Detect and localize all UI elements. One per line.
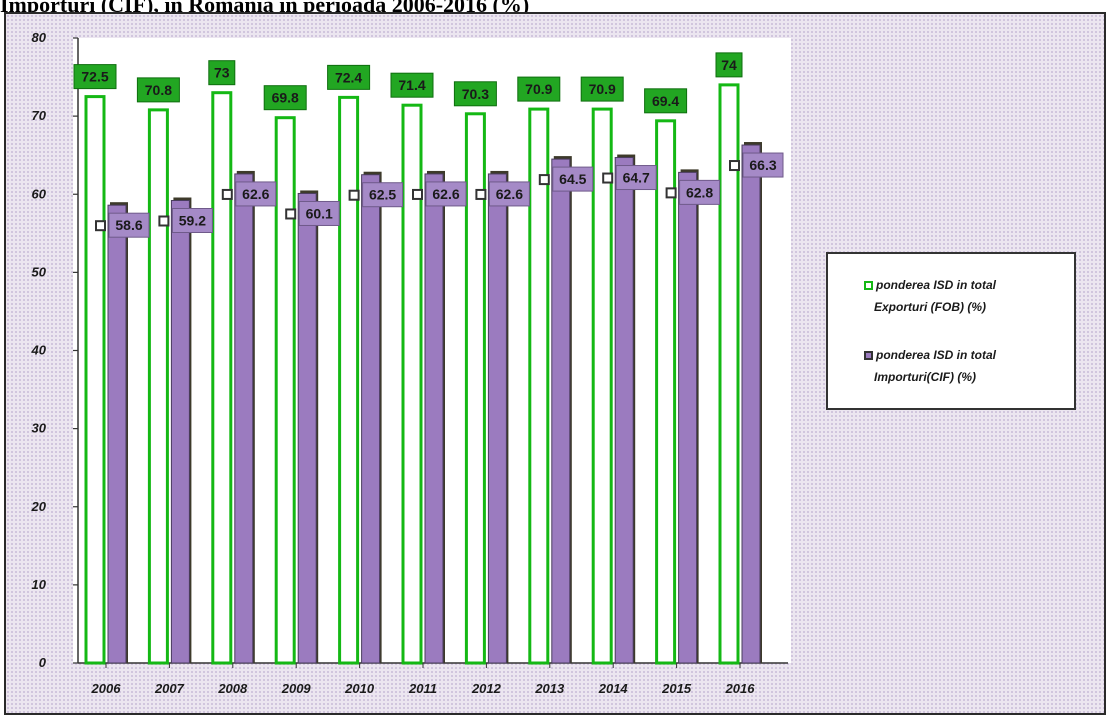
legend-label-exports-line1: ponderea ISD in total bbox=[876, 278, 996, 292]
exports-bar bbox=[276, 118, 294, 663]
imports-marker bbox=[223, 190, 232, 199]
y-tick-label: 60 bbox=[32, 186, 47, 201]
imports-data-label: 62.8 bbox=[686, 184, 713, 200]
exports-data-label: 70.9 bbox=[589, 81, 616, 97]
imports-bar bbox=[171, 201, 189, 664]
y-tick-label: 50 bbox=[32, 264, 47, 279]
y-tick-label: 10 bbox=[32, 577, 47, 592]
exports-bar bbox=[720, 85, 738, 663]
exports-bar bbox=[593, 109, 611, 663]
imports-bar bbox=[235, 174, 253, 663]
x-tick-label: 2016 bbox=[725, 681, 756, 696]
imports-bar bbox=[298, 193, 316, 663]
imports-bar bbox=[742, 145, 760, 663]
exports-data-label: 72.4 bbox=[335, 69, 362, 85]
exports-bar bbox=[657, 121, 675, 663]
imports-bar bbox=[488, 174, 506, 663]
exports-data-label: 71.4 bbox=[398, 77, 425, 93]
imports-marker bbox=[96, 221, 105, 230]
x-tick-label: 2014 bbox=[598, 681, 629, 696]
imports-data-label: 62.5 bbox=[369, 187, 396, 203]
imports-bar bbox=[552, 159, 570, 663]
imports-bar bbox=[425, 174, 443, 663]
exports-data-label: 72.5 bbox=[81, 69, 108, 85]
imports-bar bbox=[615, 158, 633, 663]
y-tick-label: 40 bbox=[31, 343, 47, 358]
imports-marker bbox=[730, 161, 739, 170]
x-tick-label: 2012 bbox=[471, 681, 502, 696]
legend-item-exports: ponderea ISD in total Exporturi (FOB) (%… bbox=[864, 274, 996, 318]
exports-data-label: 69.4 bbox=[652, 93, 679, 109]
exports-data-label: 73 bbox=[214, 65, 230, 81]
imports-bar bbox=[108, 205, 126, 663]
exports-bar bbox=[213, 93, 231, 663]
x-tick-label: 2009 bbox=[281, 681, 312, 696]
imports-bar bbox=[679, 172, 697, 663]
exports-data-label: 70.9 bbox=[525, 81, 552, 97]
legend-swatch-imports bbox=[864, 351, 873, 360]
legend-item-imports: ponderea ISD in total Importuri(CIF) (%) bbox=[864, 344, 996, 388]
imports-marker bbox=[476, 190, 485, 199]
imports-data-label: 60.1 bbox=[306, 205, 333, 221]
exports-data-label: 69.8 bbox=[272, 90, 299, 106]
imports-data-label: 64.7 bbox=[623, 170, 650, 186]
legend-swatch-exports bbox=[864, 281, 873, 290]
exports-bar bbox=[86, 97, 104, 663]
imports-data-label: 62.6 bbox=[496, 186, 523, 202]
y-tick-label: 30 bbox=[32, 421, 47, 436]
imports-data-label: 58.6 bbox=[115, 217, 142, 233]
legend-label-imports-line2: Importuri(CIF) (%) bbox=[864, 366, 996, 388]
exports-bar bbox=[149, 110, 167, 663]
imports-marker bbox=[667, 188, 676, 197]
exports-data-label: 70.8 bbox=[145, 82, 172, 98]
y-tick-label: 20 bbox=[31, 499, 47, 514]
x-tick-label: 2010 bbox=[344, 681, 375, 696]
legend: ponderea ISD in total Exporturi (FOB) (%… bbox=[826, 252, 1076, 410]
y-tick-label: 70 bbox=[32, 108, 47, 123]
exports-bar bbox=[403, 105, 421, 663]
legend-label-exports-line2: Exporturi (FOB) (%) bbox=[864, 296, 996, 318]
x-tick-label: 2006 bbox=[91, 681, 122, 696]
x-tick-label: 2015 bbox=[661, 681, 692, 696]
imports-data-label: 66.3 bbox=[749, 157, 776, 173]
imports-marker bbox=[286, 209, 295, 218]
y-tick-label: 0 bbox=[39, 655, 47, 670]
imports-marker bbox=[603, 174, 612, 183]
y-tick-label: 80 bbox=[32, 30, 47, 45]
imports-data-label: 59.2 bbox=[179, 213, 206, 229]
imports-marker bbox=[413, 190, 422, 199]
x-tick-label: 2011 bbox=[408, 681, 437, 696]
exports-bar bbox=[340, 97, 358, 663]
imports-marker bbox=[159, 217, 168, 226]
x-tick-label: 2007 bbox=[154, 681, 185, 696]
imports-data-label: 64.5 bbox=[559, 171, 586, 187]
imports-bar bbox=[362, 175, 380, 663]
exports-bar bbox=[530, 109, 548, 663]
imports-data-label: 62.6 bbox=[432, 186, 459, 202]
imports-marker bbox=[350, 191, 359, 200]
exports-data-label: 70.3 bbox=[462, 86, 489, 102]
x-tick-label: 2008 bbox=[217, 681, 248, 696]
exports-data-label: 74 bbox=[721, 57, 737, 73]
x-tick-label: 2013 bbox=[534, 681, 565, 696]
imports-marker bbox=[540, 175, 549, 184]
legend-label-imports-line1: ponderea ISD in total bbox=[876, 348, 996, 362]
imports-data-label: 62.6 bbox=[242, 186, 269, 202]
